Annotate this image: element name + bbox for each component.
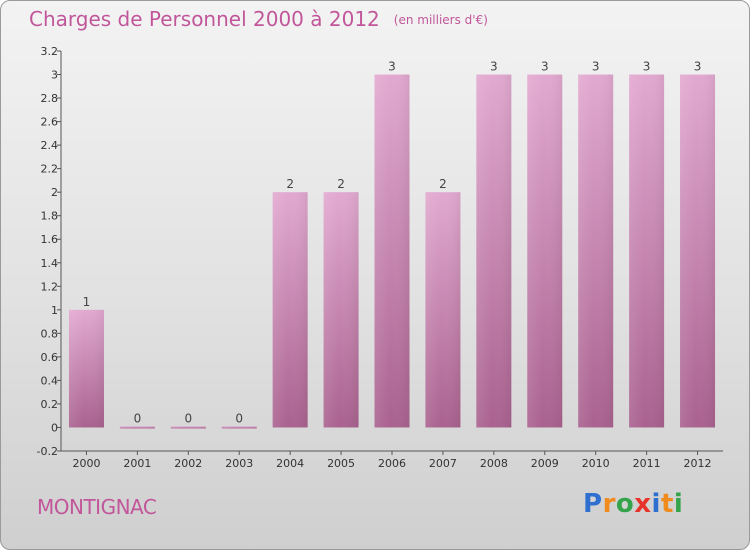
bar-value-label: 3 <box>643 60 651 74</box>
commune-name: MONTIGNAC <box>37 495 157 519</box>
x-tick-label: 2003 <box>225 457 253 470</box>
bar-value-label: 0 <box>184 411 192 425</box>
logo-letter: t <box>660 489 674 519</box>
bar-shade <box>272 192 308 428</box>
chart-title-text: Charges de Personnel 2000 à 2012 <box>29 7 380 31</box>
x-tick-label: 2011 <box>633 457 661 470</box>
logo-letter: o <box>615 489 635 519</box>
x-tick-label: 2007 <box>429 457 457 470</box>
y-tick-label: 2 <box>51 186 58 199</box>
bar-value-label: 3 <box>592 60 600 74</box>
bar-shade <box>527 74 563 428</box>
proxiti-logo[interactable]: Proxiti <box>583 489 683 519</box>
chart-title: Charges de Personnel 2000 à 2012 (en mill… <box>29 7 488 31</box>
x-tick-label: 2010 <box>582 457 610 470</box>
bar-shade <box>578 74 614 428</box>
x-tick-label: 2001 <box>123 457 151 470</box>
bar-value-label: 2 <box>439 177 447 191</box>
x-tick-label: 2004 <box>276 457 304 470</box>
chart-axes: -0.2 0 0.2 0.4 0.6 0.8 1 1.2 1.4 1.6 1.8 2 2.2 2.4 2.6… <box>37 45 723 470</box>
x-tick-label: 2012 <box>684 457 712 470</box>
x-tick-label: 2005 <box>327 457 355 470</box>
y-tick-label: 0.8 <box>41 327 59 340</box>
x-tick-label: 2000 <box>72 457 100 470</box>
bar-value-label: 3 <box>541 60 549 74</box>
y-tick-label: 1.4 <box>41 257 59 270</box>
bar-shade <box>476 74 512 428</box>
bar-value-label: 2 <box>286 177 294 191</box>
bar-shade <box>119 426 155 429</box>
bar-shade <box>68 309 104 428</box>
logo-letter: P <box>583 489 603 519</box>
y-tick-label: 0.4 <box>41 374 59 387</box>
y-tick-label: 3 <box>51 69 58 82</box>
bar-shade <box>629 74 665 428</box>
y-tick-label: 1.6 <box>41 233 59 246</box>
bar-value-label: 0 <box>235 411 243 425</box>
y-tick-label: 0 <box>51 421 58 434</box>
bar-value-label: 1 <box>83 295 91 309</box>
bar-value-label: 3 <box>388 60 396 74</box>
y-tick-label: 2.2 <box>41 163 59 176</box>
x-tick-label: 2009 <box>531 457 559 470</box>
y-tick-label: 0.6 <box>41 351 59 364</box>
logo-letter: i <box>673 489 684 519</box>
y-tick-label: -0.2 <box>37 445 58 458</box>
bar-value-label: 2 <box>337 177 345 191</box>
x-tick-label: 2008 <box>480 457 508 470</box>
bar-shade <box>323 192 359 428</box>
logo-letter: r <box>602 489 616 519</box>
bar-value-label: 3 <box>490 60 498 74</box>
bar-value-label: 3 <box>694 60 702 74</box>
bar-value-label: 0 <box>134 411 142 425</box>
y-tick-label: 0.2 <box>41 398 59 411</box>
bar-shade <box>425 192 461 428</box>
logo-letter: i <box>651 489 661 519</box>
chart-unit: (en milliers d'€) <box>393 13 488 27</box>
bar-shade <box>221 426 257 429</box>
y-tick-label: 2.8 <box>41 92 59 105</box>
x-tick-label: 2002 <box>174 457 202 470</box>
bar-shade <box>680 74 716 428</box>
y-tick-label: 2.4 <box>41 139 59 152</box>
chart-bars: 1 0 0 0 2 2 3 2 3 3 3 3 3 <box>68 60 716 429</box>
y-tick-label: 1.2 <box>41 280 59 293</box>
y-tick-label: 1 <box>51 304 58 317</box>
y-tick-label: 3.2 <box>41 45 59 58</box>
bar-shade <box>170 426 206 429</box>
y-tick-label: 1.8 <box>41 210 59 223</box>
y-tick-label: 2.6 <box>41 116 59 129</box>
logo-letter: x <box>634 489 652 519</box>
x-tick-label: 2006 <box>378 457 406 470</box>
bar-shade <box>374 74 410 428</box>
